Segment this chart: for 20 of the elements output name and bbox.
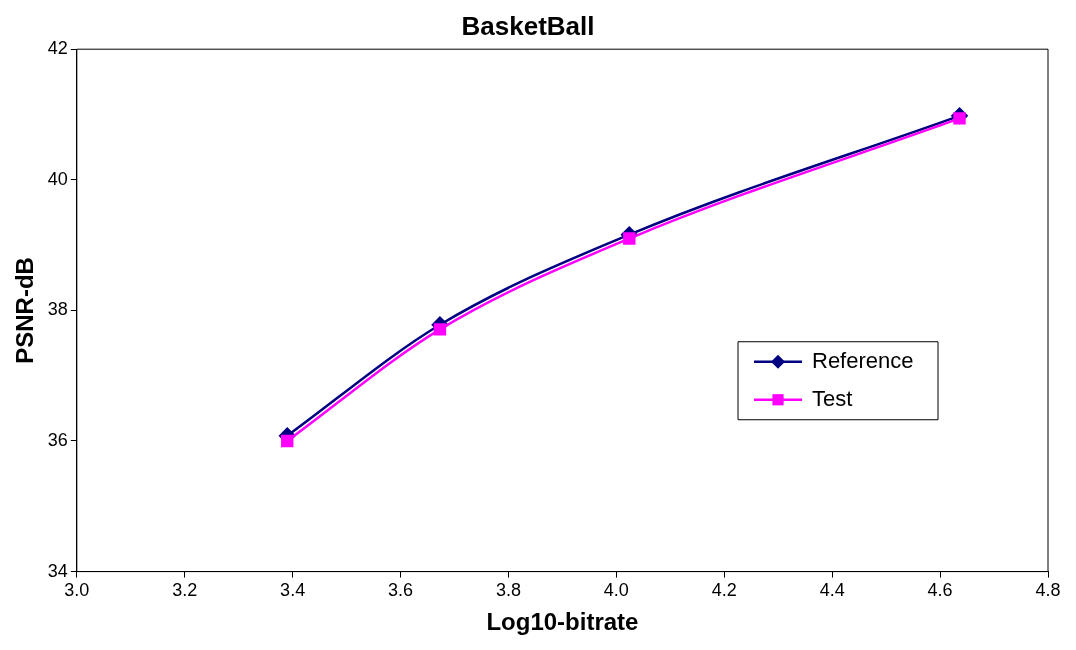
- y-axis-title: PSNR-dB: [11, 257, 39, 364]
- x-tick-label: 3.8: [495, 580, 521, 601]
- x-tick-label: 4.6: [927, 580, 953, 601]
- y-tick-label: 38: [47, 299, 68, 320]
- y-tick-label: 34: [47, 560, 68, 581]
- x-tick-label: 4.8: [1035, 580, 1061, 601]
- y-tick-label: 40: [47, 168, 68, 189]
- legend-label: Test: [812, 385, 853, 411]
- x-tick-label: 3.2: [172, 580, 198, 601]
- chart-title: BasketBall: [461, 10, 595, 41]
- x-tick-label: 3.4: [280, 580, 306, 601]
- x-axis-title: Log10-bitrate: [486, 608, 639, 636]
- y-tick-label: 42: [47, 38, 68, 59]
- x-tick-label: 3.6: [388, 580, 414, 601]
- x-tick-label: 4.0: [603, 580, 629, 601]
- x-tick-label: 4.4: [819, 580, 845, 601]
- y-tick-label: 36: [47, 429, 68, 450]
- x-tick-label: 4.2: [711, 580, 737, 601]
- legend-label: Reference: [812, 347, 914, 373]
- x-tick-label: 3.0: [64, 580, 90, 601]
